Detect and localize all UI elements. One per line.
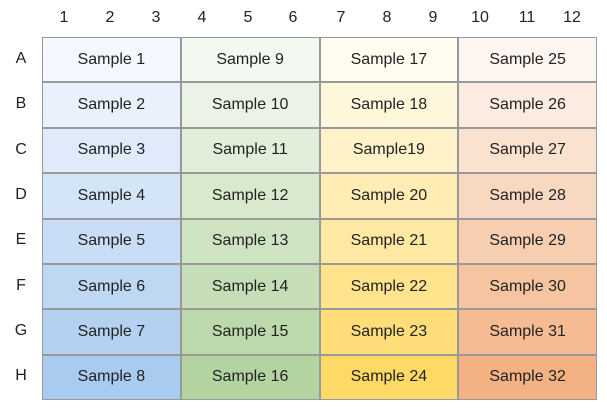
column-label: 12 — [563, 9, 581, 26]
sample-cell: Sample 22 — [320, 264, 458, 309]
plate-grid: Sample 1 Sample 9 Sample 17 Sample 25 Sample… — [42, 37, 597, 400]
row-label: F — [16, 276, 26, 294]
sample-cell: Sample 25 — [459, 38, 596, 82]
column-label: 9 — [428, 9, 438, 26]
sample-cell: Sample 24 — [320, 355, 458, 399]
sample-cell: Sample 15 — [181, 310, 319, 354]
row-label: D — [15, 185, 27, 203]
sample-cell: Sample 3 — [43, 128, 180, 173]
sample-cell: Sample 17 — [320, 38, 458, 82]
sample-cell: Sample 4 — [43, 174, 180, 218]
sample-cell: Sample 7 — [43, 310, 180, 354]
row-label: B — [15, 95, 27, 113]
sample-cell: Sample 2 — [43, 83, 180, 127]
sample-cell: Sample 32 — [459, 355, 596, 399]
column-label: 11 — [518, 9, 536, 26]
sample-cell: Sample 18 — [320, 83, 458, 127]
column-label: 10 — [471, 9, 489, 26]
column-label: 2 — [105, 9, 115, 26]
sample-cell: Sample 14 — [181, 264, 319, 309]
sample-cell: Sample 5 — [43, 219, 180, 263]
sample-cell: Sample 31 — [459, 310, 596, 354]
row-label: H — [15, 367, 27, 385]
sample-cell: Sample 27 — [459, 128, 596, 173]
sample-cell: Sample 29 — [459, 219, 596, 263]
column-label: 6 — [288, 9, 298, 26]
sample-cell: Sample 20 — [320, 174, 458, 218]
sample-cell: Sample 23 — [320, 310, 458, 354]
sample-cell: Sample 21 — [320, 219, 458, 263]
sample-cell: Sample 1 — [43, 38, 180, 82]
sample-cell: Sample 13 — [181, 219, 319, 263]
sample-cell: Sample 28 — [459, 174, 596, 218]
column-label: 4 — [197, 9, 207, 26]
sample-cell: Sample 8 — [43, 355, 180, 399]
sample-cell: Sample 10 — [181, 83, 319, 127]
sample-cell: Sample 26 — [459, 83, 596, 127]
sample-cell: Sample 16 — [181, 355, 319, 399]
sample-cell: Sample 12 — [181, 174, 319, 218]
column-label: 1 — [59, 9, 69, 26]
column-label: 7 — [336, 9, 346, 26]
sample-cell: Sample 11 — [181, 128, 319, 173]
sample-cell: Sample 9 — [181, 38, 319, 82]
column-label: 5 — [243, 9, 253, 26]
row-label: C — [15, 140, 27, 158]
column-label: 8 — [382, 9, 392, 26]
sample-cell: Sample 6 — [43, 264, 180, 309]
sample-cell: Sample 30 — [459, 264, 596, 309]
row-label: A — [15, 50, 27, 67]
column-label: 3 — [151, 9, 161, 26]
row-label: G — [14, 321, 28, 339]
sample-cell: Sample19 — [320, 128, 458, 173]
row-label: E — [15, 231, 27, 249]
